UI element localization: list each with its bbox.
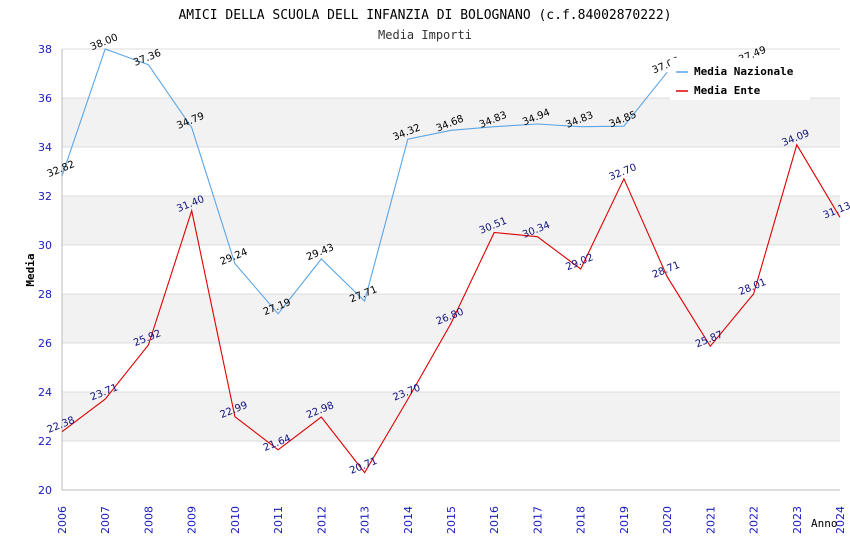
axes [61, 49, 840, 491]
x-tick-label: 2016 [488, 506, 501, 534]
chart-subtitle: Media Importi [378, 28, 472, 42]
x-tick-label: 2014 [402, 506, 415, 534]
x-tick-label: 2011 [272, 506, 285, 534]
x-tick-label: 2010 [229, 506, 242, 534]
x-tick-label: 2021 [704, 506, 717, 534]
data-label-nazionale: 32.82 [46, 159, 77, 180]
x-tick-label: 2008 [142, 506, 155, 534]
legend: Media Nazionale Media Ente [670, 58, 810, 100]
series-line-nazionale [61, 48, 668, 315]
y-tick-label: 28 [38, 288, 52, 301]
x-tick-label: 2012 [315, 506, 328, 534]
y-tick-label: 36 [38, 92, 52, 105]
x-tick-label: 2019 [618, 506, 631, 534]
chart-title: AMICI DELLA SCUOLA DELL INFANZIA DI BOLO… [178, 8, 671, 23]
legend-label-ente: Media Ente [694, 84, 761, 97]
data-label-nazionale: 37.36 [132, 48, 163, 69]
x-tick-label: 2023 [791, 506, 804, 534]
band-30 [62, 196, 840, 245]
data-label-nazionale: 29.24 [219, 247, 250, 268]
data-label-ente: 28.71 [651, 260, 682, 281]
band-34 [62, 98, 840, 147]
x-tick-label: 2013 [359, 506, 372, 534]
x-tick-label: 2020 [661, 506, 674, 534]
y-tick-label: 20 [38, 484, 52, 497]
legend-box [670, 58, 810, 100]
x-tick-label: 2024 [834, 506, 847, 534]
series-lines [61, 48, 841, 474]
x-tick-label: 2018 [575, 506, 588, 534]
y-tick-label: 22 [38, 435, 52, 448]
x-tick-label: 2017 [531, 506, 544, 534]
y-tick-label: 26 [38, 337, 52, 350]
x-tick-label: 2022 [748, 506, 761, 534]
background-bands [62, 98, 840, 441]
y-tick-label: 32 [38, 190, 52, 203]
grid-lines [62, 48, 840, 491]
x-axis-label: Anno [811, 517, 838, 530]
band-22 [62, 392, 840, 441]
data-label-ente: 20.71 [348, 456, 379, 477]
series-line-ente [61, 143, 841, 474]
x-tick-label: 2009 [186, 506, 199, 534]
y-tick-labels: 20 22 24 26 28 30 32 34 36 38 [38, 43, 52, 497]
y-tick-label: 34 [38, 141, 52, 154]
y-axis-label: Media [24, 253, 37, 286]
y-tick-label: 38 [38, 43, 52, 56]
y-tick-label: 30 [38, 239, 52, 252]
data-label-ente: 29.02 [564, 252, 595, 273]
y-tick-label: 24 [38, 386, 52, 399]
x-tick-label: 2007 [99, 506, 112, 534]
x-tick-label: 2015 [445, 506, 458, 534]
legend-label-nazionale: Media Nazionale [694, 65, 794, 78]
x-tick-labels: 2006 2007 2008 2009 2010 2011 2012 2013 2014 2015… [56, 506, 847, 534]
band-26 [62, 294, 840, 343]
x-tick-label: 2006 [56, 506, 69, 534]
